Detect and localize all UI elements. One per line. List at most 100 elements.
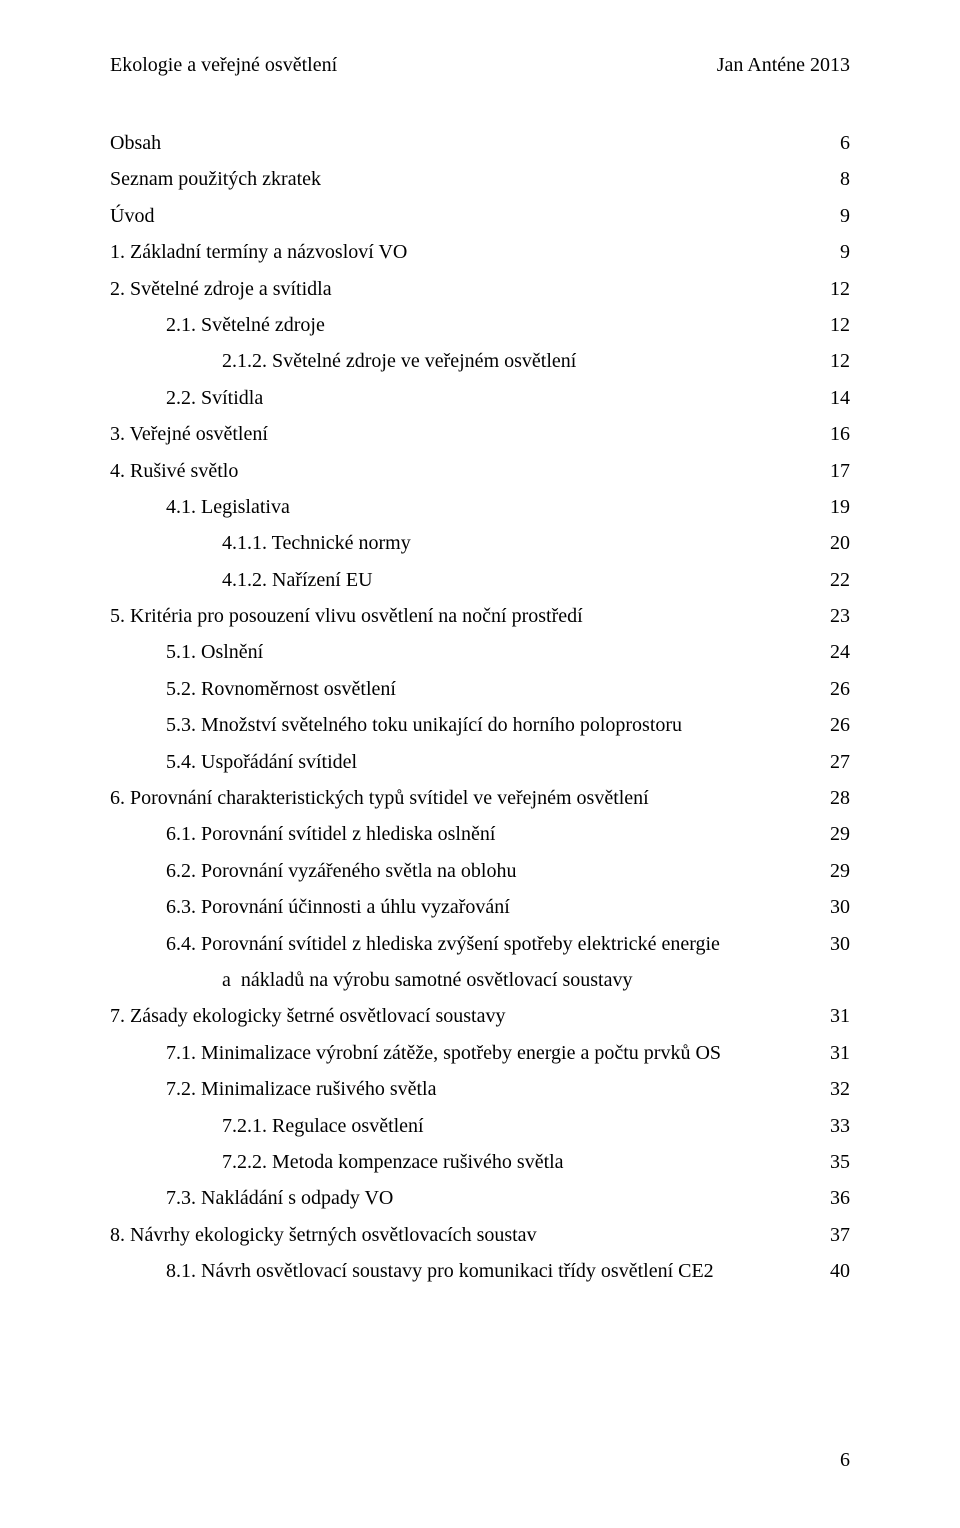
toc-entry-page: 26 [810, 671, 850, 707]
toc-row: 2.2. Svítidla 14 [110, 380, 850, 416]
toc-entry-page: 26 [810, 707, 850, 743]
toc-row: 4.1. Legislativa 19 [110, 489, 850, 525]
toc-entry-label: 8.1. Návrh osvětlovací soustavy pro komu… [166, 1253, 714, 1289]
table-of-contents: Obsah6Seznam použitých zkratek8Úvod91. Z… [110, 125, 850, 1290]
toc-entry-page: 23 [810, 598, 850, 634]
toc-entry-page: 30 [810, 889, 850, 925]
toc-entry-page: 22 [810, 562, 850, 598]
toc-row: 7.3. Nakládání s odpady VO 36 [110, 1180, 850, 1216]
toc-entry-page: 40 [810, 1253, 850, 1289]
document-page: Ekologie a veřejné osvětlení Jan Anténe … [0, 0, 960, 1528]
toc-entry-label: 7.1. Minimalizace výrobní zátěže, spotře… [166, 1035, 721, 1071]
toc-row: 4. Rušivé světlo 17 [110, 453, 850, 489]
toc-entry-label: 3. Veřejné osvětlení [110, 416, 268, 452]
toc-entry-label: 6.2. Porovnání vyzářeného světla na oblo… [166, 853, 516, 889]
toc-row: Obsah 6 [110, 125, 850, 161]
toc-entry-label: 7.2.2. Metoda kompenzace rušivého světla [222, 1144, 564, 1180]
toc-entry-page: 37 [810, 1217, 850, 1253]
toc-entry-page: 31 [810, 1035, 850, 1071]
toc-entry-label: 8. Návrhy ekologicky šetrných osvětlovac… [110, 1217, 537, 1253]
toc-entry-label: 2.2. Svítidla [166, 380, 263, 416]
page-header: Ekologie a veřejné osvětlení Jan Anténe … [110, 54, 850, 77]
toc-row: Úvod 9 [110, 198, 850, 234]
toc-entry-page: 12 [810, 343, 850, 379]
toc-entry-label: 5.2. Rovnoměrnost osvětlení [166, 671, 396, 707]
toc-row: 7. Zásady ekologicky šetrné osvětlovací … [110, 998, 850, 1034]
toc-row: 2. Světelné zdroje a svítidla 12 [110, 271, 850, 307]
toc-row: 5. Kritéria pro posouzení vlivu osvětlen… [110, 598, 850, 634]
toc-row: 6.4. Porovnání svítidel z hlediska zvýše… [110, 926, 850, 962]
toc-entry-page: 16 [810, 416, 850, 452]
toc-entry-page: 28 [810, 780, 850, 816]
toc-entry-page: 14 [810, 380, 850, 416]
toc-row: 6.2. Porovnání vyzářeného světla na oblo… [110, 853, 850, 889]
toc-entry-label: 5.4. Uspořádání svítidel [166, 744, 357, 780]
toc-entry-label: 7.3. Nakládání s odpady VO [166, 1180, 393, 1216]
toc-entry-page: 17 [810, 453, 850, 489]
toc-entry-page: 9 [810, 234, 850, 270]
toc-row: 8. Návrhy ekologicky šetrných osvětlovac… [110, 1217, 850, 1253]
toc-entry-label: 6.3. Porovnání účinnosti a úhlu vyzařová… [166, 889, 510, 925]
toc-entry-label: 6. Porovnání charakteristických typů sví… [110, 780, 649, 816]
toc-entry-page: 9 [810, 198, 850, 234]
header-right: Jan Anténe 2013 [717, 54, 850, 77]
toc-entry-page: 24 [810, 634, 850, 670]
toc-row: 6.1. Porovnání svítidel z hlediska oslně… [110, 816, 850, 852]
toc-row: 2.1.2. Světelné zdroje ve veřejném osvět… [110, 343, 850, 379]
toc-entry-label: 4.1.2. Nařízení EU [222, 562, 373, 598]
toc-entry-label: Obsah [110, 125, 161, 161]
toc-entry-label: a nákladů na výrobu samotné osvětlovací … [222, 962, 632, 998]
toc-entry-label: Úvod [110, 198, 154, 234]
toc-row: 7.1. Minimalizace výrobní zátěže, spotře… [110, 1035, 850, 1071]
toc-row: 4.1.1. Technické normy 20 [110, 525, 850, 561]
toc-row: 4.1.2. Nařízení EU 22 [110, 562, 850, 598]
toc-entry-label: 1. Základní termíny a názvosloví VO [110, 234, 407, 270]
toc-row: 8.1. Návrh osvětlovací soustavy pro komu… [110, 1253, 850, 1289]
toc-entry-page: 35 [810, 1144, 850, 1180]
toc-entry-label: 7.2.1. Regulace osvětlení [222, 1108, 424, 1144]
toc-row: 3. Veřejné osvětlení 16 [110, 416, 850, 452]
toc-entry-label: 7.2. Minimalizace rušivého světla [166, 1071, 436, 1107]
toc-entry-label: 2. Světelné zdroje a svítidla [110, 271, 332, 307]
toc-entry-page: 30 [810, 926, 850, 962]
toc-entry-page: 27 [810, 744, 850, 780]
toc-entry-page: 31 [810, 998, 850, 1034]
toc-entry-page: 8 [810, 161, 850, 197]
toc-entry-page: 29 [810, 853, 850, 889]
toc-row: 2.1. Světelné zdroje12 [110, 307, 850, 343]
toc-row: 6. Porovnání charakteristických typů sví… [110, 780, 850, 816]
header-left: Ekologie a veřejné osvětlení [110, 54, 337, 77]
toc-entry-page: 19 [810, 489, 850, 525]
toc-entry-label: 5. Kritéria pro posouzení vlivu osvětlen… [110, 598, 583, 634]
toc-entry-label: 6.1. Porovnání svítidel z hlediska oslně… [166, 816, 495, 852]
toc-row: 7.2.2. Metoda kompenzace rušivého světla… [110, 1144, 850, 1180]
toc-entry-label: 5.3. Množství světelného toku unikající … [166, 707, 682, 743]
toc-row: 6.3. Porovnání účinnosti a úhlu vyzařová… [110, 889, 850, 925]
toc-entry-label: 6.4. Porovnání svítidel z hlediska zvýše… [166, 926, 720, 962]
toc-entry-label: Seznam použitých zkratek [110, 161, 321, 197]
toc-row: 5.2. Rovnoměrnost osvětlení 26 [110, 671, 850, 707]
toc-entry-page: 6 [810, 125, 850, 161]
toc-entry-page: 20 [810, 525, 850, 561]
toc-entry-page: 12 [810, 307, 850, 343]
toc-row: 7.2. Minimalizace rušivého světla 32 [110, 1071, 850, 1107]
toc-row: Seznam použitých zkratek 8 [110, 161, 850, 197]
toc-entry-page: 29 [810, 816, 850, 852]
toc-entry-page: 33 [810, 1108, 850, 1144]
toc-row: 7.2.1. Regulace osvětlení 33 [110, 1108, 850, 1144]
toc-entry-label: 4.1. Legislativa [166, 489, 290, 525]
toc-entry-page: 12 [810, 271, 850, 307]
toc-entry-page: 32 [810, 1071, 850, 1107]
toc-row: 5.4. Uspořádání svítidel 27 [110, 744, 850, 780]
footer-page-number: 6 [840, 1449, 850, 1472]
toc-entry-label: 2.1.2. Světelné zdroje ve veřejném osvět… [222, 343, 576, 379]
toc-row: 5.3. Množství světelného toku unikající … [110, 707, 850, 743]
toc-entry-label: 4. Rušivé světlo [110, 453, 238, 489]
toc-row: 1. Základní termíny a názvosloví VO 9 [110, 234, 850, 270]
toc-entry-label: 5.1. Oslnění [166, 634, 263, 670]
toc-entry-label: 7. Zásady ekologicky šetrné osvětlovací … [110, 998, 505, 1034]
toc-entry-label: 4.1.1. Technické normy [222, 525, 411, 561]
toc-entry-page: 36 [810, 1180, 850, 1216]
toc-row: a nákladů na výrobu samotné osvětlovací … [110, 962, 850, 998]
toc-row: 5.1. Oslnění 24 [110, 634, 850, 670]
